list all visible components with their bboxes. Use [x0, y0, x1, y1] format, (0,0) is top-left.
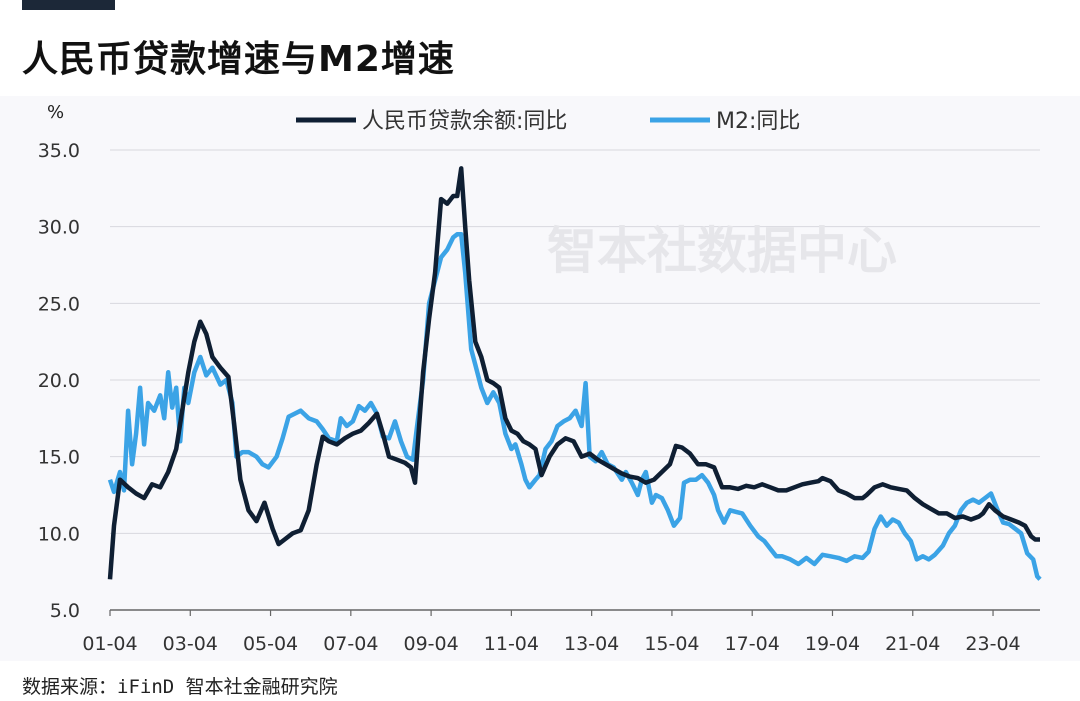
- series-line-m2: [107, 232, 1042, 581]
- x-tick-label: 17-04: [725, 633, 780, 655]
- y-tick-label: 5.0: [50, 600, 80, 622]
- source-note: 数据来源：iFinD 智本社金融研究院: [22, 676, 338, 698]
- title-accent-bar: [22, 0, 115, 10]
- x-tick-label: 21-04: [885, 633, 940, 655]
- plot-background: [0, 96, 1080, 661]
- x-tick-label: 11-04: [484, 633, 539, 655]
- legend: 人民币贷款余额:同比 M2:同比: [296, 109, 800, 134]
- y-tick-label: 10.0: [38, 523, 80, 545]
- legend-label: M2:同比: [716, 109, 800, 134]
- y-tick-label: 20.0: [38, 370, 80, 392]
- y-tick-label: 35.0: [38, 140, 80, 162]
- x-tick-label: 15-04: [644, 633, 699, 655]
- x-tick-label: 03-04: [163, 633, 218, 655]
- x-tick-label: 05-04: [243, 633, 298, 655]
- y-tick-label: 25.0: [38, 293, 80, 315]
- x-axis-ticks: 01-04 03-04 05-04 07-04 09-04 11-04 13-04 15-04…: [82, 610, 1021, 655]
- y-axis-unit-label: %: [47, 102, 64, 123]
- x-tick-label: 23-04: [965, 633, 1020, 655]
- x-tick-label: 01-04: [82, 633, 137, 655]
- legend-label: 人民币贷款余额:同比: [362, 109, 567, 134]
- x-tick-label: 13-04: [564, 633, 619, 655]
- x-tick-label: 09-04: [403, 633, 458, 655]
- y-tick-label: 15.0: [38, 447, 80, 469]
- x-tick-label: 19-04: [805, 633, 860, 655]
- y-tick-label: 30.0: [38, 217, 80, 239]
- grid-lines: [110, 149, 1040, 611]
- y-axis-ticks: 5.0 10.0 15.0 20.0 25.0 30.0 35.0: [38, 140, 80, 622]
- watermark-text: 智本社数据中心: [547, 222, 897, 280]
- series-line-loans: [107, 166, 1040, 580]
- chart-title: 人民币贷款增速与M2增速: [22, 39, 455, 80]
- series-lines: [107, 166, 1042, 581]
- x-tick-label: 07-04: [323, 633, 378, 655]
